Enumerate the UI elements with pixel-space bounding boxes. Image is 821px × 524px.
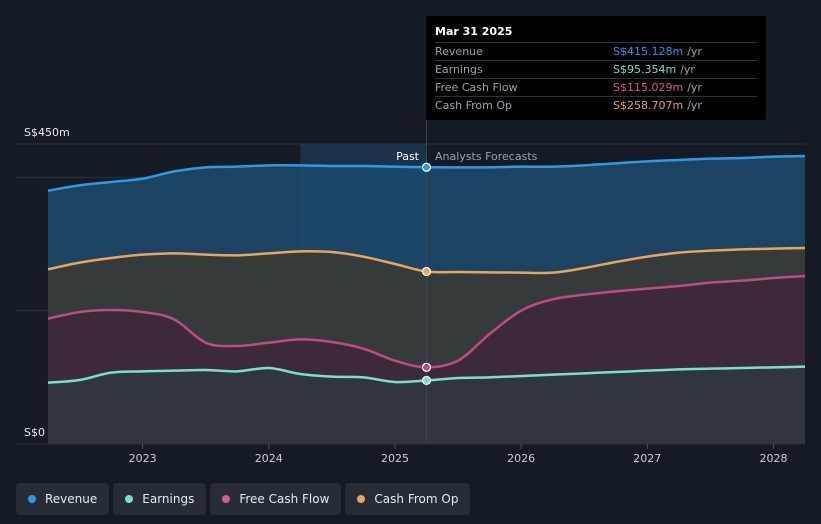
tooltip-name: Cash From Op bbox=[435, 99, 513, 112]
tooltip-value: S$115.029m bbox=[613, 81, 684, 94]
tooltip-unit: /yr bbox=[687, 45, 702, 58]
tooltip-value: S$415.128m bbox=[613, 45, 684, 58]
tooltip-value: S$258.707m bbox=[613, 99, 684, 112]
y-axis-top-label: S$450m bbox=[24, 126, 70, 139]
x-tick-label: 2027 bbox=[633, 452, 661, 465]
free-cash-flow-dot-icon bbox=[222, 495, 231, 503]
past-label: Past bbox=[396, 150, 420, 163]
revenue-marker bbox=[421, 162, 432, 172]
cash-from-op-marker bbox=[421, 266, 432, 277]
tooltip: Mar 31 2025 Revenue S$415.128m /yr Earni… bbox=[426, 16, 766, 120]
legend-label: Earnings bbox=[142, 492, 195, 506]
legend-item-revenue[interactable]: Revenue bbox=[16, 483, 110, 515]
free-cash-flow-marker bbox=[421, 362, 432, 372]
tooltip-unit: /yr bbox=[687, 99, 702, 112]
earnings-marker bbox=[421, 375, 432, 386]
legend-label: Revenue bbox=[45, 492, 98, 506]
tooltip-name: Earnings bbox=[435, 63, 483, 76]
tooltip-unit: /yr bbox=[687, 81, 702, 94]
tooltip-row-free-cash-flow: Free Cash Flow S$115.029m /yr bbox=[435, 78, 757, 96]
legend: Revenue Earnings Free Cash Flow Cash Fro… bbox=[16, 483, 471, 515]
tooltip-unit: /yr bbox=[680, 63, 695, 76]
x-tick-label: 2025 bbox=[381, 452, 409, 465]
legend-item-cash-from-op[interactable]: Cash From Op bbox=[345, 483, 471, 515]
tooltip-row-earnings: Earnings S$95.354m /yr bbox=[435, 60, 757, 78]
earnings-dot-icon bbox=[125, 495, 134, 503]
x-tick-label: 2026 bbox=[507, 452, 535, 465]
tooltip-name: Revenue bbox=[435, 45, 483, 58]
forecast-label: Analysts Forecasts bbox=[435, 150, 538, 163]
cash-from-op-dot-icon bbox=[357, 495, 366, 503]
x-tick-label: 2024 bbox=[255, 452, 283, 465]
tooltip-row-cash-from-op: Cash From Op S$258.707m /yr bbox=[435, 96, 757, 114]
legend-item-free-cash-flow[interactable]: Free Cash Flow bbox=[210, 483, 342, 515]
y-axis-bottom-label: S$0 bbox=[24, 426, 45, 439]
revenue-dot-icon bbox=[28, 495, 36, 503]
legend-label: Cash From Op bbox=[374, 492, 459, 506]
x-tick-label: 2023 bbox=[129, 452, 157, 465]
tooltip-name: Free Cash Flow bbox=[435, 81, 518, 94]
tooltip-value: S$95.354m bbox=[613, 63, 677, 76]
legend-item-earnings[interactable]: Earnings bbox=[113, 483, 207, 515]
tooltip-date: Mar 31 2025 bbox=[435, 25, 513, 38]
tooltip-row-revenue: Revenue S$415.128m /yr bbox=[435, 42, 757, 60]
x-tick-label: 2028 bbox=[759, 452, 787, 465]
legend-label: Free Cash Flow bbox=[239, 492, 330, 506]
